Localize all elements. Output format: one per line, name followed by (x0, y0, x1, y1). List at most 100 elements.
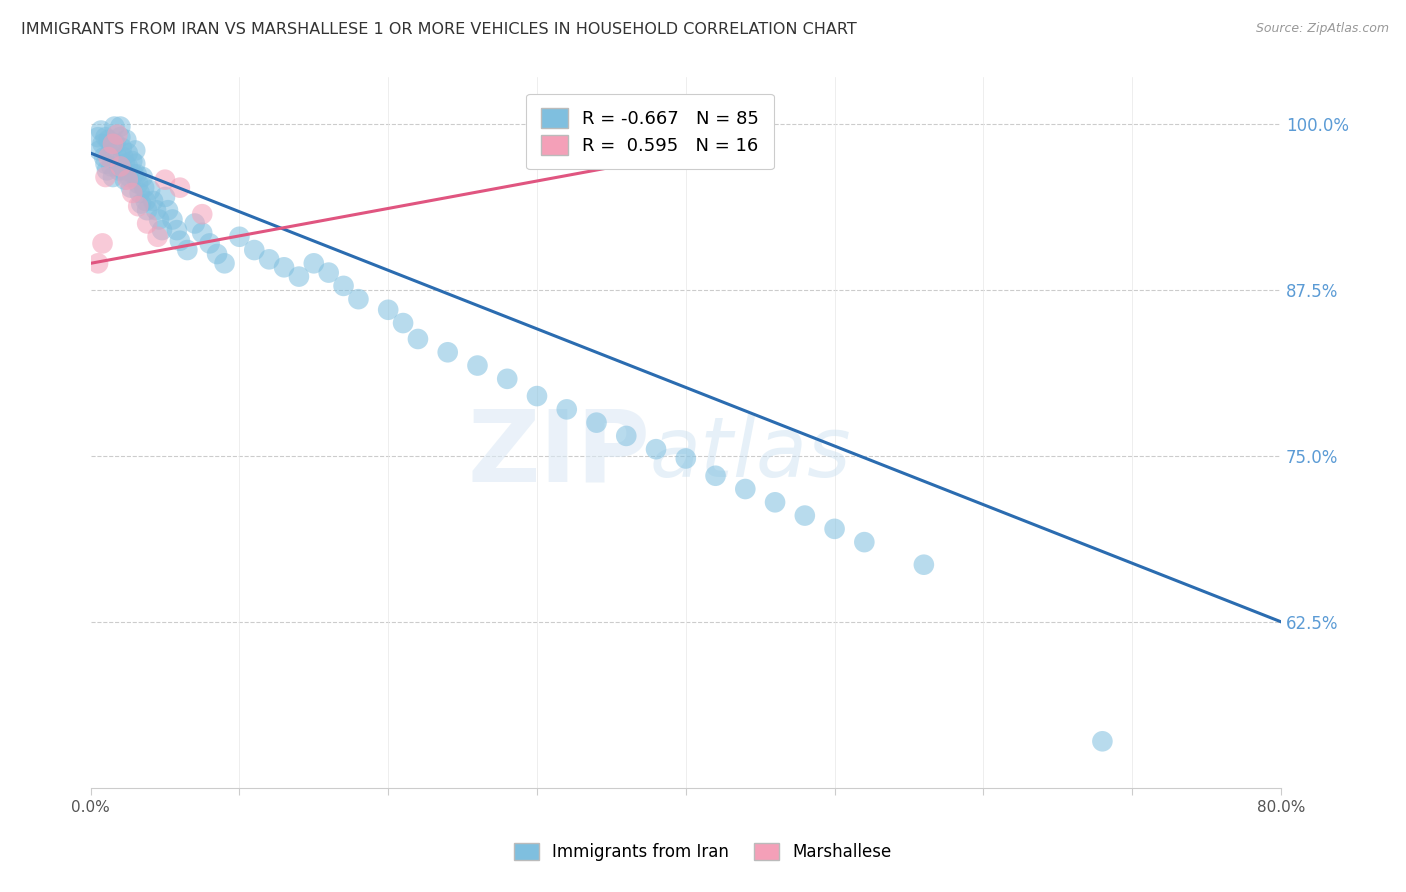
Point (87, 256, 110, 270)
Point (120, 180, 142, 194)
Point (162, 212, 184, 227)
Point (526, 389, 548, 403)
Point (555, 402, 578, 417)
Point (198, 236, 221, 251)
Point (406, 332, 429, 346)
Point (763, 495, 786, 509)
Point (496, 372, 519, 386)
Text: ZIP: ZIP (467, 405, 650, 502)
Point (614, 429, 637, 443)
Point (111, 141, 134, 155)
Point (110, 160, 132, 174)
Point (93, 150, 115, 164)
Point (184, 217, 207, 231)
Point (257, 252, 280, 267)
Point (332, 279, 354, 293)
Point (153, 190, 176, 204)
Point (91, 136, 114, 151)
Point (97, 133, 120, 147)
Point (176, 243, 198, 257)
Point (571, 123, 593, 137)
Point (124, 144, 146, 158)
Point (436, 345, 458, 359)
Point (156, 203, 179, 218)
Point (205, 247, 228, 261)
Point (110, 130, 132, 145)
Point (243, 243, 266, 257)
Point (105, 150, 128, 164)
Point (142, 194, 165, 208)
Point (377, 302, 399, 317)
Point (103, 120, 125, 134)
Point (127, 199, 149, 213)
Point (169, 180, 191, 194)
Point (645, 442, 668, 457)
Point (101, 169, 124, 184)
Point (145, 203, 167, 218)
Point (94, 169, 117, 184)
Point (675, 451, 697, 466)
Point (101, 136, 124, 151)
Point (793, 508, 815, 523)
Point (127, 177, 149, 191)
Point (191, 226, 214, 240)
Point (87, 130, 110, 145)
Point (122, 167, 145, 181)
Text: atlas: atlas (650, 413, 852, 494)
Legend: Immigrants from Iran, Marshallese: Immigrants from Iran, Marshallese (508, 836, 898, 868)
Point (146, 229, 169, 244)
Point (112, 163, 135, 178)
Point (94, 157, 117, 171)
Point (135, 194, 157, 208)
Point (104, 136, 127, 151)
Point (228, 229, 250, 244)
Point (318, 266, 340, 280)
Point (734, 482, 756, 496)
Point (121, 154, 143, 169)
Point (128, 186, 150, 200)
Point (153, 172, 176, 186)
Point (98, 146, 121, 161)
Point (853, 535, 876, 549)
Point (150, 223, 173, 237)
Point (704, 468, 727, 483)
Point (117, 160, 139, 174)
Point (136, 217, 159, 231)
Text: IMMIGRANTS FROM IRAN VS MARSHALLESE 1 OR MORE VEHICLES IN HOUSEHOLD CORRELATION : IMMIGRANTS FROM IRAN VS MARSHALLESE 1 OR… (21, 22, 856, 37)
Point (134, 180, 156, 194)
Point (347, 292, 370, 306)
Text: Source: ZipAtlas.com: Source: ZipAtlas.com (1256, 22, 1389, 36)
Point (124, 157, 146, 171)
Point (118, 169, 141, 184)
Point (1091, 734, 1114, 748)
Point (191, 207, 214, 221)
Point (117, 172, 139, 186)
Point (117, 146, 139, 161)
Point (89, 144, 111, 158)
Point (97, 150, 120, 164)
Point (131, 169, 153, 184)
Point (467, 359, 489, 373)
Point (90, 123, 112, 137)
Point (114, 172, 136, 186)
Point (121, 186, 143, 200)
Point (114, 157, 136, 171)
Point (112, 150, 135, 164)
Point (166, 223, 188, 237)
Legend: R = -0.667   N = 85, R =  0.595   N = 16: R = -0.667 N = 85, R = 0.595 N = 16 (526, 94, 773, 169)
Point (91, 236, 114, 251)
Point (392, 316, 415, 330)
Point (273, 260, 295, 275)
Point (288, 269, 311, 284)
Point (115, 133, 138, 147)
Point (94, 130, 117, 145)
Point (148, 212, 170, 227)
Point (912, 558, 935, 572)
Point (585, 416, 607, 430)
Point (105, 128, 128, 142)
Point (108, 163, 131, 178)
Point (96, 163, 118, 178)
Point (302, 256, 325, 270)
Point (136, 203, 159, 218)
Point (139, 183, 162, 197)
